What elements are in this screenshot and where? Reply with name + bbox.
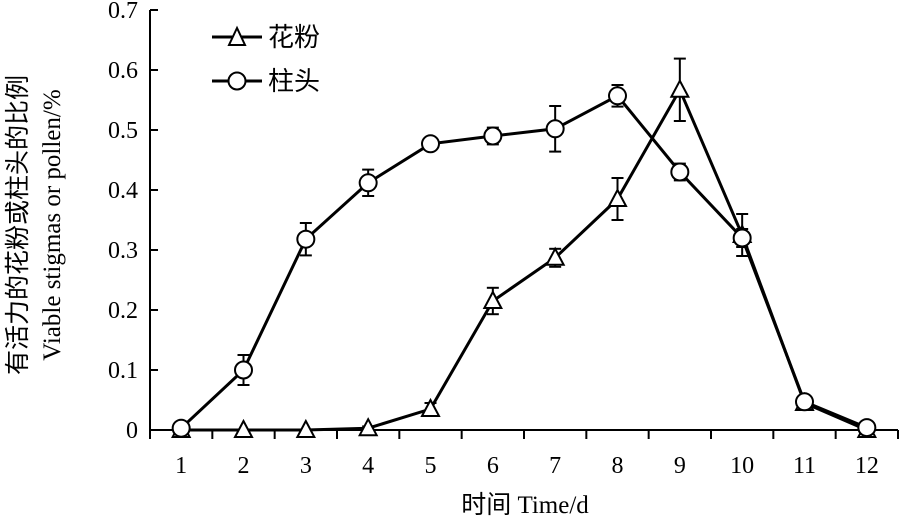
data-point-triangle bbox=[233, 418, 254, 438]
legend-label-stigma: 柱头 bbox=[268, 67, 320, 97]
axes bbox=[149, 10, 898, 431]
y-tick-label: 0.3 bbox=[108, 238, 138, 264]
y-tick-label: 0.6 bbox=[108, 58, 138, 84]
data-point-circle bbox=[732, 228, 752, 248]
x-tick-label: 5 bbox=[425, 453, 437, 479]
y-ticks: 0 0.1 0.2 0.3 0.4 0.5 0.6 0.7 bbox=[108, 0, 158, 444]
x-ticks: 1 2 3 4 5 6 7 8 9 10 11 12 bbox=[149, 430, 899, 479]
legend-label-pollen: 花粉 bbox=[268, 23, 320, 53]
y-tick-label: 0 bbox=[126, 418, 138, 444]
data-point-triangle bbox=[482, 289, 503, 309]
data-point-circle bbox=[171, 418, 191, 438]
y-tick-label: 0.4 bbox=[108, 178, 138, 204]
data-point-triangle bbox=[295, 418, 316, 438]
y-tick-label: 0.1 bbox=[108, 358, 138, 384]
y-axis-title-line2: Viable stigmas or pollen/% bbox=[39, 89, 66, 360]
data-point-triangle bbox=[420, 397, 441, 417]
legend-item-stigma: 柱头 bbox=[212, 67, 320, 97]
x-tick-label: 8 bbox=[612, 453, 624, 479]
x-tick-label: 1 bbox=[175, 453, 187, 479]
data-point-triangle bbox=[669, 78, 690, 98]
x-tick-label: 6 bbox=[487, 453, 499, 479]
x-axis-title: 时间 Time/d bbox=[461, 491, 589, 519]
x-tick-label: 11 bbox=[793, 453, 816, 479]
x-tick-label: 10 bbox=[730, 453, 754, 479]
data-point-circle bbox=[483, 126, 503, 146]
legend-item-pollen: 花粉 bbox=[212, 23, 320, 53]
data-point-circle bbox=[795, 392, 814, 412]
x-tick-label: 4 bbox=[362, 453, 374, 479]
x-tick-label: 12 bbox=[855, 453, 879, 479]
circle-marker-icon bbox=[227, 71, 247, 91]
data-point-triangle bbox=[545, 246, 566, 266]
data-point-circle bbox=[857, 418, 877, 438]
data-point-circle bbox=[670, 162, 690, 182]
series-layer bbox=[171, 57, 877, 438]
y-tick-label: 0.2 bbox=[108, 298, 138, 324]
y-axis-title-line1: 有活力的花粉或柱头的比例 bbox=[4, 75, 32, 375]
series-pollen bbox=[171, 57, 877, 438]
data-point-circle bbox=[296, 229, 316, 249]
data-point-triangle bbox=[358, 417, 379, 437]
data-point-triangle bbox=[607, 187, 628, 207]
data-point-circle bbox=[421, 134, 440, 154]
series-stigma bbox=[171, 84, 877, 438]
data-point-circle bbox=[608, 86, 627, 106]
series-line bbox=[180, 93, 868, 430]
y-tick-label: 0.5 bbox=[108, 118, 138, 144]
x-tick-label: 7 bbox=[549, 453, 561, 479]
x-tick-label: 3 bbox=[300, 453, 312, 479]
data-point-circle bbox=[234, 360, 253, 380]
data-point-circle bbox=[358, 173, 378, 193]
x-tick-label: 9 bbox=[674, 453, 686, 479]
data-point-circle bbox=[545, 119, 565, 139]
x-tick-label: 2 bbox=[238, 453, 250, 479]
y-tick-label: 0.7 bbox=[108, 0, 138, 24]
triangle-marker-icon bbox=[227, 25, 247, 46]
series-line bbox=[181, 86, 868, 432]
legend: 花粉 柱头 bbox=[212, 23, 320, 97]
